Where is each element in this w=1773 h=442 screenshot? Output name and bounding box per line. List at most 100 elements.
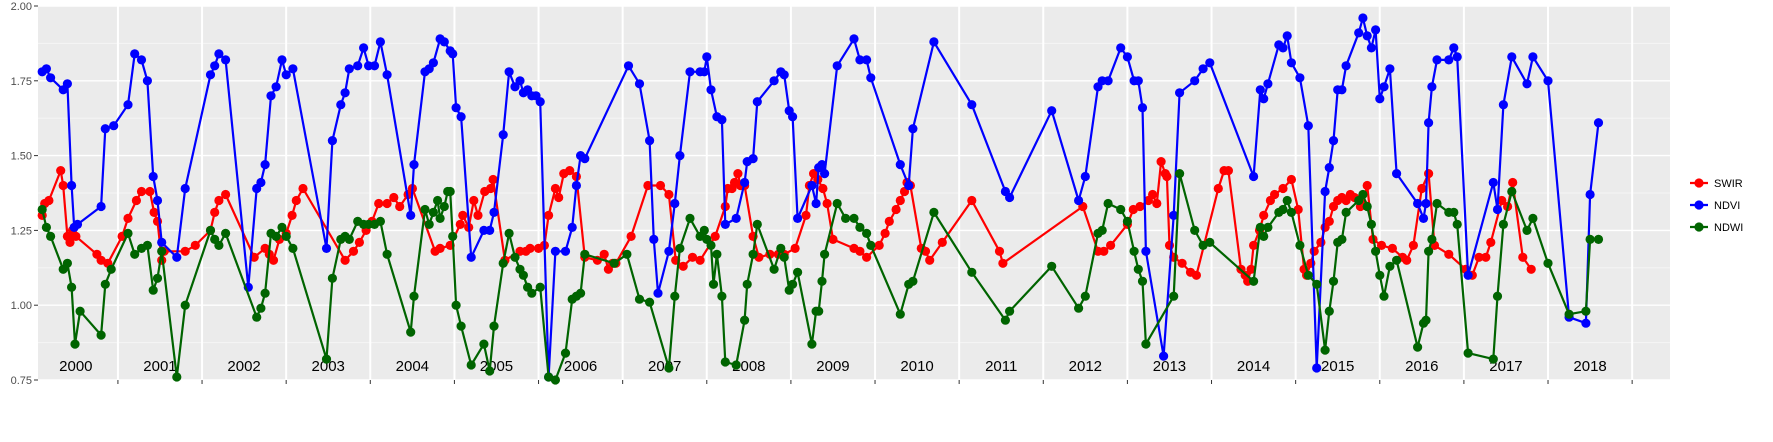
year-label: 2014 xyxy=(1237,358,1270,375)
data-point-ndwi xyxy=(535,282,545,292)
data-point-ndvi xyxy=(1375,94,1385,104)
data-point-ndvi xyxy=(1133,76,1143,86)
data-point-ndvi xyxy=(340,88,350,98)
data-point-ndvi xyxy=(123,100,133,110)
data-point-ndwi xyxy=(456,321,466,331)
y-tick-label: 0.75 xyxy=(11,375,32,387)
data-point-swir xyxy=(1259,210,1269,220)
data-point-swir xyxy=(1270,189,1280,200)
data-point-ndvi xyxy=(580,154,590,164)
data-point-ndvi xyxy=(1449,43,1459,53)
year-label: 2013 xyxy=(1153,358,1186,375)
data-point-ndwi xyxy=(855,222,865,232)
data-point-ndvi xyxy=(862,55,872,65)
data-point-ndvi xyxy=(664,246,674,256)
data-point-ndvi xyxy=(849,34,859,44)
data-point-ndvi xyxy=(448,49,458,59)
data-point-ndwi xyxy=(699,225,709,235)
data-point-swir xyxy=(1148,189,1158,200)
data-point-ndwi xyxy=(1337,234,1347,244)
data-point-ndwi xyxy=(277,222,287,232)
year-label: 2018 xyxy=(1573,358,1606,375)
data-point-ndwi xyxy=(731,360,741,370)
data-point-ndwi xyxy=(1358,189,1368,200)
data-point-ndvi xyxy=(929,37,939,47)
data-point-ndvi xyxy=(866,73,876,83)
legend-key-point xyxy=(1694,200,1704,210)
data-point-ndwi xyxy=(832,198,842,209)
series-ndwi xyxy=(37,169,1604,385)
data-point-ndvi xyxy=(321,243,332,253)
data-point-ndwi xyxy=(1303,270,1313,280)
data-point-ndwi xyxy=(1328,276,1339,286)
data-point-ndwi xyxy=(1488,354,1498,364)
data-point-ndvi xyxy=(256,177,266,188)
data-point-swir xyxy=(599,249,609,259)
data-point-ndvi xyxy=(1444,55,1454,65)
data-point-ndvi xyxy=(1418,213,1429,223)
data-point-swir xyxy=(389,192,399,203)
data-point-ndwi xyxy=(327,273,337,283)
data-point-ndvi xyxy=(136,55,147,65)
data-point-ndwi xyxy=(1362,201,1372,212)
data-point-ndvi xyxy=(1122,52,1132,62)
data-point-ndwi xyxy=(439,201,449,212)
data-point-ndwi xyxy=(123,228,133,238)
data-point-ndvi xyxy=(908,124,918,134)
data-point-ndwi xyxy=(1492,291,1503,301)
data-point-swir xyxy=(1518,252,1528,262)
data-point-ndvi xyxy=(1137,103,1148,113)
data-point-swir xyxy=(210,207,220,217)
data-point-ndvi xyxy=(221,55,231,65)
data-point-swir xyxy=(1402,255,1412,265)
data-point-swir xyxy=(149,207,159,217)
data-point-ndwi xyxy=(260,288,270,298)
data-point-ndvi xyxy=(1593,118,1604,128)
data-point-ndwi xyxy=(1249,276,1259,286)
data-point-ndwi xyxy=(1255,222,1265,232)
data-point-ndvi xyxy=(172,252,182,262)
data-point-ndwi xyxy=(1427,234,1437,244)
y-tick-label: 2.00 xyxy=(11,1,32,13)
data-point-swir xyxy=(58,180,68,191)
data-point-ndvi xyxy=(1358,13,1368,23)
data-point-ndwi xyxy=(1379,291,1389,301)
data-point-ndwi xyxy=(1282,195,1292,206)
data-point-ndvi xyxy=(1362,31,1372,41)
data-point-ndwi xyxy=(645,297,655,307)
data-point-swir xyxy=(801,210,811,220)
data-point-ndvi xyxy=(779,70,789,80)
year-label: 2003 xyxy=(312,358,345,375)
data-point-ndwi xyxy=(1141,339,1151,349)
data-point-ndvi xyxy=(807,180,817,191)
data-point-ndvi xyxy=(210,61,220,71)
data-point-swir xyxy=(1408,240,1418,250)
data-point-ndwi xyxy=(1522,225,1532,235)
data-point-swir xyxy=(145,186,155,197)
data-point-ndvi xyxy=(1463,270,1473,280)
data-point-ndvi xyxy=(653,288,663,298)
data-point-ndwi xyxy=(1413,342,1423,352)
data-point-ndvi xyxy=(277,55,287,65)
year-label: 2005 xyxy=(480,358,513,375)
data-point-swir xyxy=(180,246,190,256)
data-point-swir xyxy=(862,252,872,262)
data-point-ndwi xyxy=(37,204,47,215)
data-point-swir xyxy=(695,255,705,265)
data-point-ndwi xyxy=(1392,255,1402,265)
data-point-ndvi xyxy=(130,49,140,59)
year-labels: 2000200120022003200420052006200720082009… xyxy=(59,358,1607,375)
data-point-ndvi xyxy=(634,79,645,89)
data-point-ndvi xyxy=(180,183,190,194)
data-point-ndwi xyxy=(1371,246,1381,256)
data-point-swir xyxy=(822,198,832,209)
data-point-swir xyxy=(891,204,901,215)
data-point-swir xyxy=(458,210,468,220)
data-point-ndvi xyxy=(288,64,298,74)
data-point-ndvi xyxy=(702,52,712,62)
data-point-ndvi xyxy=(685,67,695,77)
data-point-ndwi xyxy=(580,249,590,259)
data-point-ndvi xyxy=(793,213,803,223)
data-point-ndvi xyxy=(327,136,337,146)
data-point-ndvi xyxy=(62,79,72,89)
